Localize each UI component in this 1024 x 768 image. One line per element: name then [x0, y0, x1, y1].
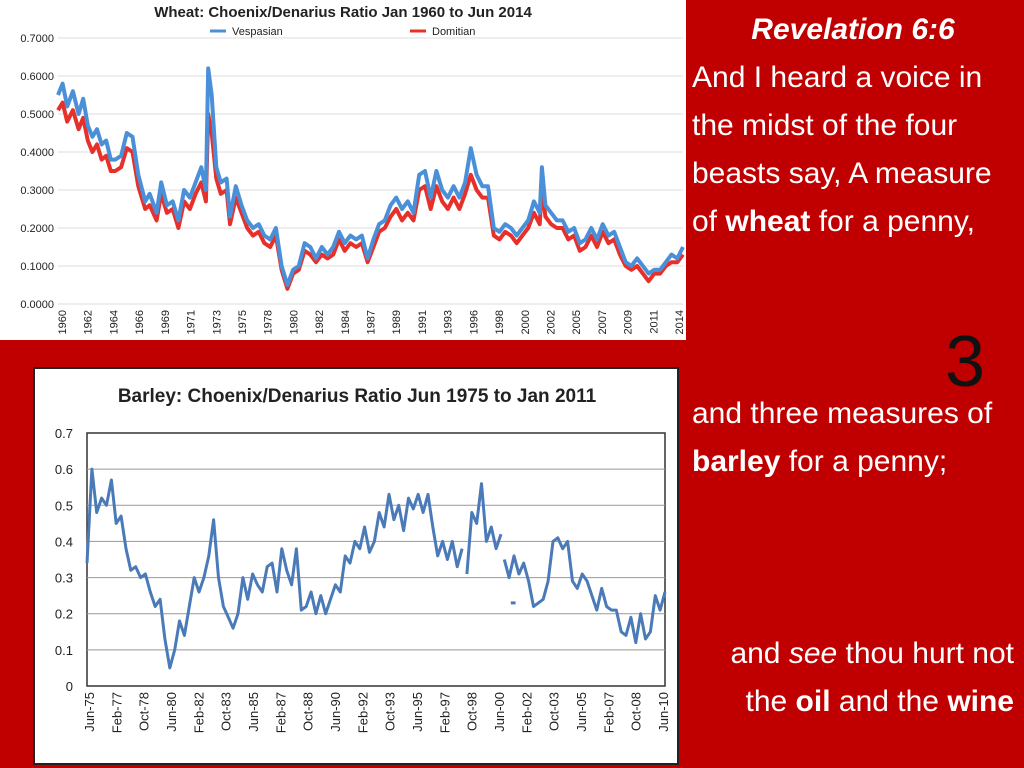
barley-x-tick-label: Jun-95	[410, 692, 425, 732]
verse-barley-text: and three measures of	[692, 397, 993, 430]
barley-series-line	[465, 482, 503, 575]
wheat-chart-title: Wheat: Choenix/Denarius Ratio Jan 1960 t…	[154, 4, 532, 21]
barley-y-tick-label: 0.2	[55, 607, 73, 622]
wheat-x-tick-label: 2002	[545, 310, 557, 334]
wheat-y-tick-label: 0.4000	[20, 147, 54, 159]
verse-wine: wine	[947, 685, 1014, 718]
wheat-x-tick-label: 1989	[391, 310, 403, 334]
verse-and-the: and the	[830, 685, 948, 718]
barley-x-tick-label: Jun-75	[82, 692, 97, 732]
barley-x-tick-label: Feb-92	[355, 692, 370, 733]
wheat-x-tick-label: 1960	[57, 310, 69, 334]
wheat-x-tick-label: 1993	[443, 310, 455, 334]
barley-x-tick-label: Oct-08	[629, 692, 644, 731]
barley-x-tick-label: Feb-97	[437, 692, 452, 733]
wheat-x-tick-label: 1962	[83, 310, 95, 334]
barley-series-line	[85, 467, 464, 670]
barley-y-tick-label: 0.5	[55, 498, 73, 513]
verse-wheat-bold: wheat	[725, 205, 811, 238]
wheat-y-tick-label: 0.0000	[20, 299, 54, 311]
wheat-x-tick-label: 1964	[108, 310, 120, 334]
verse-title: Revelation 6:6	[751, 13, 955, 46]
barley-x-tick-label: Jun-10	[656, 692, 671, 732]
barley-x-tick-label: Feb-77	[109, 692, 124, 733]
wheat-x-tick-label: 1975	[237, 310, 249, 334]
barley-x-tick-label: Jun-90	[328, 692, 343, 732]
barley-x-tick-label: Feb-82	[191, 692, 206, 733]
wheat-y-tick-label: 0.3000	[20, 185, 54, 197]
wheat-x-tick-label: 1973	[211, 310, 223, 334]
wheat-x-tick-label: 2011	[648, 310, 660, 334]
wheat-y-tick-label: 0.2000	[20, 223, 54, 235]
slide-number: 3	[945, 322, 986, 402]
verse-see: see	[788, 637, 838, 670]
barley-x-tick-label: Jun-85	[246, 692, 261, 732]
barley-y-tick-label: 0.3	[55, 571, 73, 586]
barley-x-tick-label: Feb-87	[273, 692, 288, 733]
barley-x-tick-label: Jun-00	[492, 692, 507, 732]
wheat-x-tick-label: 1996	[468, 310, 480, 334]
verse-and: and	[730, 637, 789, 670]
verse-oil-wine: and see thou hurt not the oil and the wi…	[690, 630, 1014, 726]
verse-wheat-text: And I heard a voice in the midst of the …	[692, 61, 992, 238]
barley-x-tick-label: Feb-07	[601, 692, 616, 733]
wheat-x-tick-label: 1978	[263, 310, 275, 334]
wheat-x-tick-label: 1966	[134, 310, 146, 334]
wheat-chart-panel: Wheat: Choenix/Denarius Ratio Jan 1960 t…	[0, 0, 686, 340]
wheat-y-tick-label: 0.5000	[20, 109, 54, 121]
barley-x-tick-label: Oct-83	[219, 692, 234, 731]
wheat-x-tick-label: 2009	[623, 310, 635, 334]
wheat-x-tick-label: 2014	[674, 310, 686, 334]
barley-x-tick-label: Oct-03	[547, 692, 562, 731]
barley-y-tick-label: 0.6	[55, 462, 73, 477]
barley-chart-title: Barley: Choenix/Denarius Ratio Jun 1975 …	[118, 386, 597, 407]
wheat-legend-label: Vespasian	[232, 26, 283, 38]
barley-x-tick-label: Feb-02	[519, 692, 534, 733]
barley-x-tick-label: Oct-88	[301, 692, 316, 731]
verse-wheat-end: for a penny,	[810, 205, 975, 238]
verse-wheat: And I heard a voice in the midst of the …	[692, 54, 1020, 246]
barley-y-tick-label: 0	[66, 679, 73, 694]
wheat-x-tick-label: 1971	[186, 310, 198, 334]
wheat-y-tick-label: 0.6000	[20, 71, 54, 83]
verse-oil: oil	[795, 685, 831, 718]
barley-y-tick-label: 0.1	[55, 643, 73, 658]
wheat-y-tick-label: 0.1000	[20, 261, 54, 273]
wheat-x-tick-label: 1987	[366, 310, 378, 334]
wheat-x-tick-label: 1969	[160, 310, 172, 334]
barley-x-tick-label: Jun-05	[574, 692, 589, 732]
wheat-x-tick-label: 2007	[597, 310, 609, 334]
verse-barley-bold: barley	[692, 445, 781, 478]
verse-barley-end: for a penny;	[780, 445, 948, 478]
barley-y-tick-label: 0.7	[55, 426, 73, 441]
barley-y-tick-label: 0.4	[55, 534, 73, 549]
wheat-chart: Wheat: Choenix/Denarius Ratio Jan 1960 t…	[20, 4, 686, 334]
barley-x-tick-label: Oct-93	[383, 692, 398, 731]
wheat-x-tick-label: 2005	[571, 310, 583, 334]
verse-barley: and three measures of barley for a penny…	[692, 390, 1020, 486]
barley-series-line	[502, 536, 667, 645]
barley-x-tick-label: Oct-78	[137, 692, 152, 731]
barley-x-tick-label: Jun-80	[164, 692, 179, 732]
wheat-series-line-vespasian	[56, 66, 685, 287]
wheat-x-tick-label: 1991	[417, 310, 429, 334]
wheat-x-tick-label: 2000	[520, 310, 532, 334]
verse-hurt: thou hurt not the	[745, 637, 1015, 718]
barley-x-tick-label: Oct-98	[465, 692, 480, 731]
wheat-legend-label: Domitian	[432, 26, 475, 38]
wheat-x-tick-label: 1998	[494, 310, 506, 334]
wheat-x-tick-label: 1982	[314, 310, 326, 334]
wheat-y-tick-label: 0.7000	[20, 33, 54, 45]
barley-chart: Barley: Choenix/Denarius Ratio Jun 1975 …	[55, 386, 671, 733]
barley-chart-panel: Barley: Choenix/Denarius Ratio Jun 1975 …	[33, 367, 679, 765]
wheat-x-tick-label: 1984	[340, 310, 352, 334]
wheat-x-tick-label: 1980	[288, 310, 300, 334]
